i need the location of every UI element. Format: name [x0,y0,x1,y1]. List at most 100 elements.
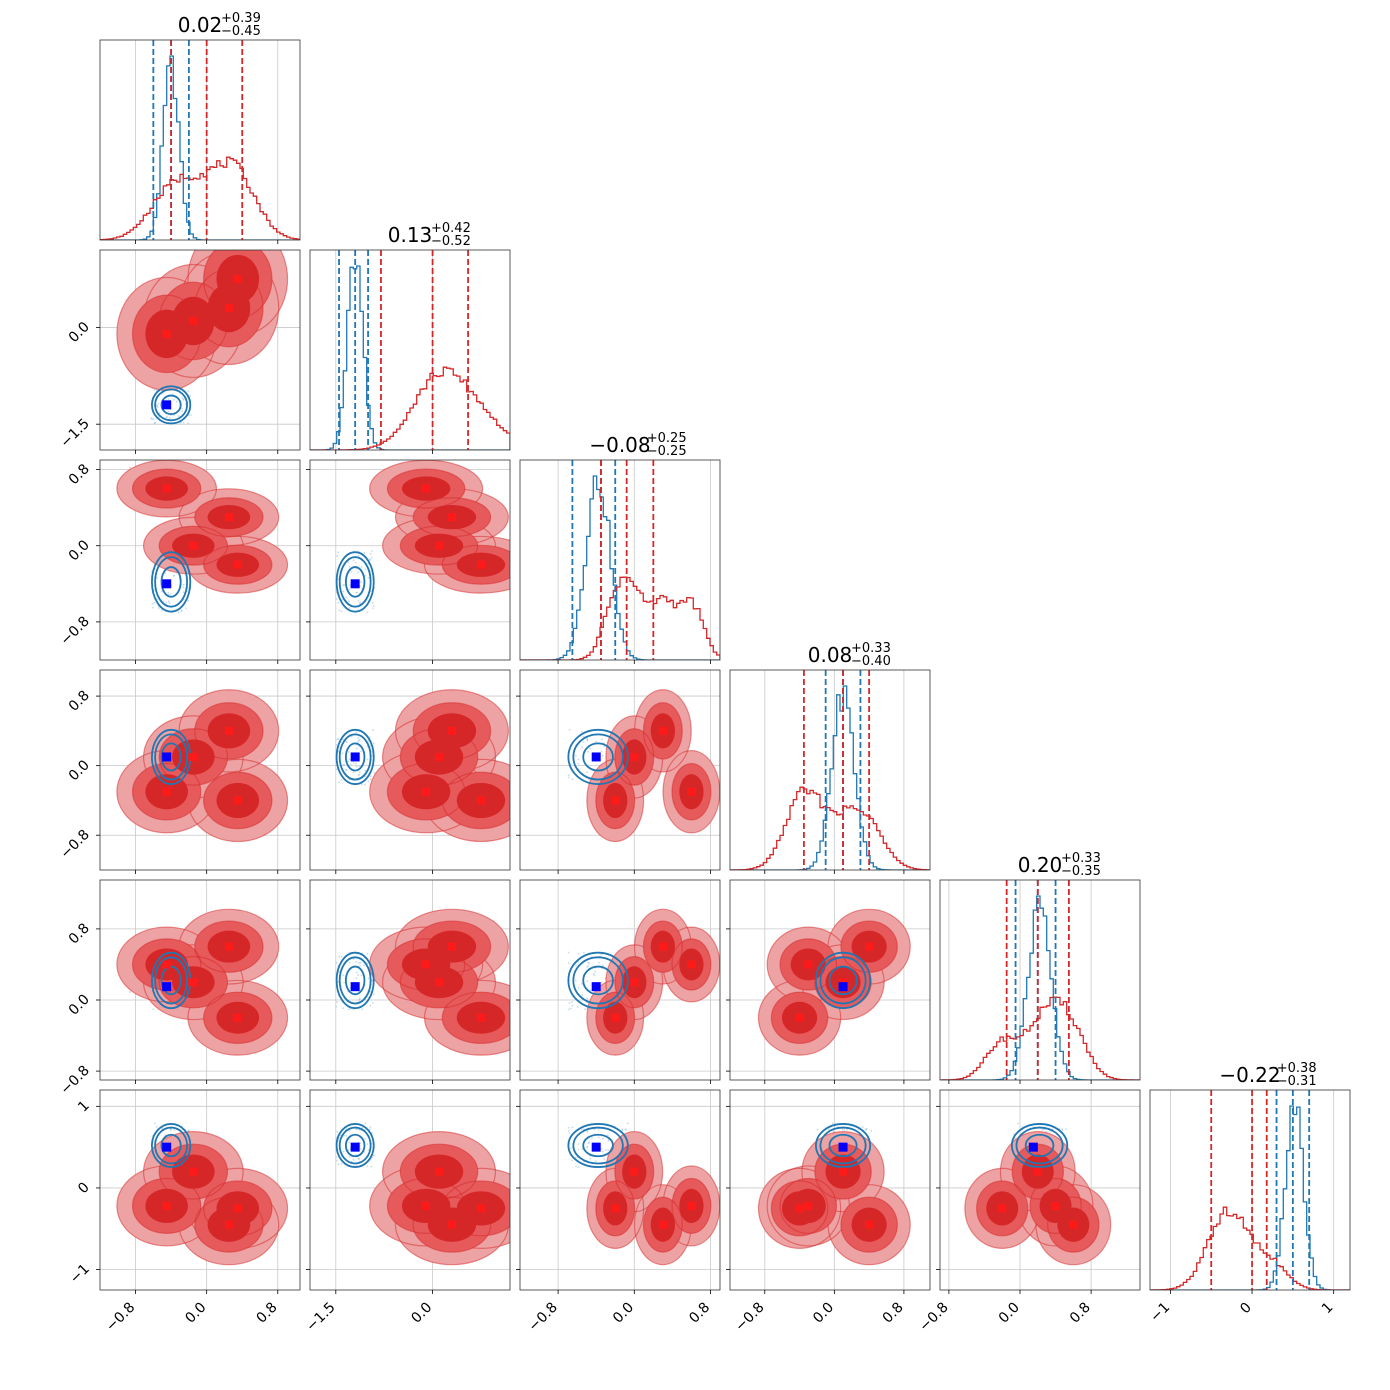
blue-scatter-point [187,599,190,602]
blue-scatter-point [347,760,349,763]
panel-title-minus: −0.45 [221,24,261,39]
blue-scatter-point [357,741,360,744]
panel-title-plus: +0.25 [647,431,687,446]
blue-scatter-point [371,556,373,559]
blue-scatter-point [363,552,366,554]
red-contour-outline-1 [194,497,264,538]
blue-scatter-point [164,572,167,575]
blue-contour-2 [335,1123,375,1168]
x-tick-label: 0.0 [996,1300,1023,1327]
blue-scatter-point [335,1006,338,1008]
blue-scatter-point [372,605,375,607]
panel-4-4 [939,879,1141,1084]
panel-title: 0.13 [388,223,433,247]
red-point-marker [233,1013,242,1022]
blue-scatter-point [843,1129,846,1131]
red-scatter-point [214,244,216,246]
panel-title-plus: +0.38 [1277,1061,1317,1076]
blue-scatter-point [343,763,346,766]
blue-scatter-point [153,422,156,425]
panel-content [940,880,1140,1080]
red-contour-outline-0 [423,979,510,1056]
blue-scatter-point [363,964,366,967]
panel-4-0: −0.8 0.0 0.8 [57,879,301,1098]
blue-truth-marker [162,1142,172,1152]
blue-scatter-point [593,974,596,977]
panel-content [116,1122,289,1266]
red-scatter-point [128,991,131,993]
panel-content [757,908,911,1056]
blue-scatter-point [1017,1122,1019,1125]
red-contour-outline-1 [614,956,655,1009]
blue-contour-0 [344,742,366,772]
blue-scatter-point [188,1129,190,1132]
panel-content [757,1122,911,1266]
red-contour-outline-1 [203,771,273,830]
red-contour-outline-1 [203,991,273,1044]
panel-frame [519,669,721,871]
red-point-marker [630,752,639,761]
blue-scatter-point [567,951,570,954]
blue-histogram [100,55,300,240]
blue-scatter-point [870,1129,873,1132]
blue-scatter-point [182,398,185,401]
panel-3-2 [516,669,721,874]
x-tick-label: −1 [1147,1300,1173,1326]
blue-scatter-point [167,600,170,603]
blue-scatter-point [580,983,583,985]
blue-scatter-point [590,1137,593,1140]
panel-content [567,1122,720,1266]
blue-scatter-point [182,583,185,586]
blue-scatter-point [348,1129,351,1132]
blue-truth-marker [350,982,360,992]
blue-contour-2 [567,728,629,785]
red-scatter-point [516,818,518,820]
blue-scatter-point [607,1149,609,1151]
blue-scatter-point [338,609,341,612]
blue-scatter-point [355,1128,358,1131]
blue-scatter-point [160,609,163,612]
panel-content [100,40,300,240]
blue-scatter-point [372,1002,374,1004]
red-histogram [100,156,300,240]
blue-scatter-point [350,735,353,738]
panel-3-1 [306,669,518,874]
blue-scatter-point [571,1159,573,1162]
blue-scatter-point [168,602,171,604]
red-point-marker [224,304,233,313]
blue-scatter-point [594,970,597,973]
blue-scatter-point [372,993,375,996]
panel-content [116,689,289,843]
red-contour-outline-1 [779,1177,838,1234]
blue-contour-0 [582,965,614,996]
blue-scatter-point [371,979,374,982]
panel-title-minus: −0.40 [851,654,891,669]
blue-scatter-point [169,593,172,596]
blue-scatter-point [366,611,369,614]
red-scatter-point [516,1016,518,1018]
x-tick-label: 0 [1237,1300,1255,1318]
blue-scatter-point [567,774,570,777]
panel-title-minus: −0.25 [647,444,687,459]
red-point-marker [435,978,444,987]
y-tick-label: −1 [67,1261,93,1287]
panel-4-3 [726,879,931,1084]
blue-scatter-point [346,741,348,743]
blue-scatter-point [577,961,580,963]
blue-scatter-point [574,979,577,982]
blue-scatter-point [366,758,369,761]
blue-scatter-point [571,1004,574,1007]
blue-scatter-point [190,414,192,416]
blue-scatter-point [827,1128,830,1131]
panel-3-3 [729,669,931,874]
blue-scatter-point [364,568,367,571]
red-point-marker [687,960,696,969]
red-contour-outline-1 [671,762,712,821]
blue-scatter-point [364,775,367,778]
x-tick-label: −0.8 [103,1300,138,1335]
red-scatter-point [514,1038,516,1040]
blue-scatter-point [336,768,338,771]
panel-3-0: −0.8 0.0 0.8 [57,669,301,874]
blue-scatter-point [586,771,588,774]
